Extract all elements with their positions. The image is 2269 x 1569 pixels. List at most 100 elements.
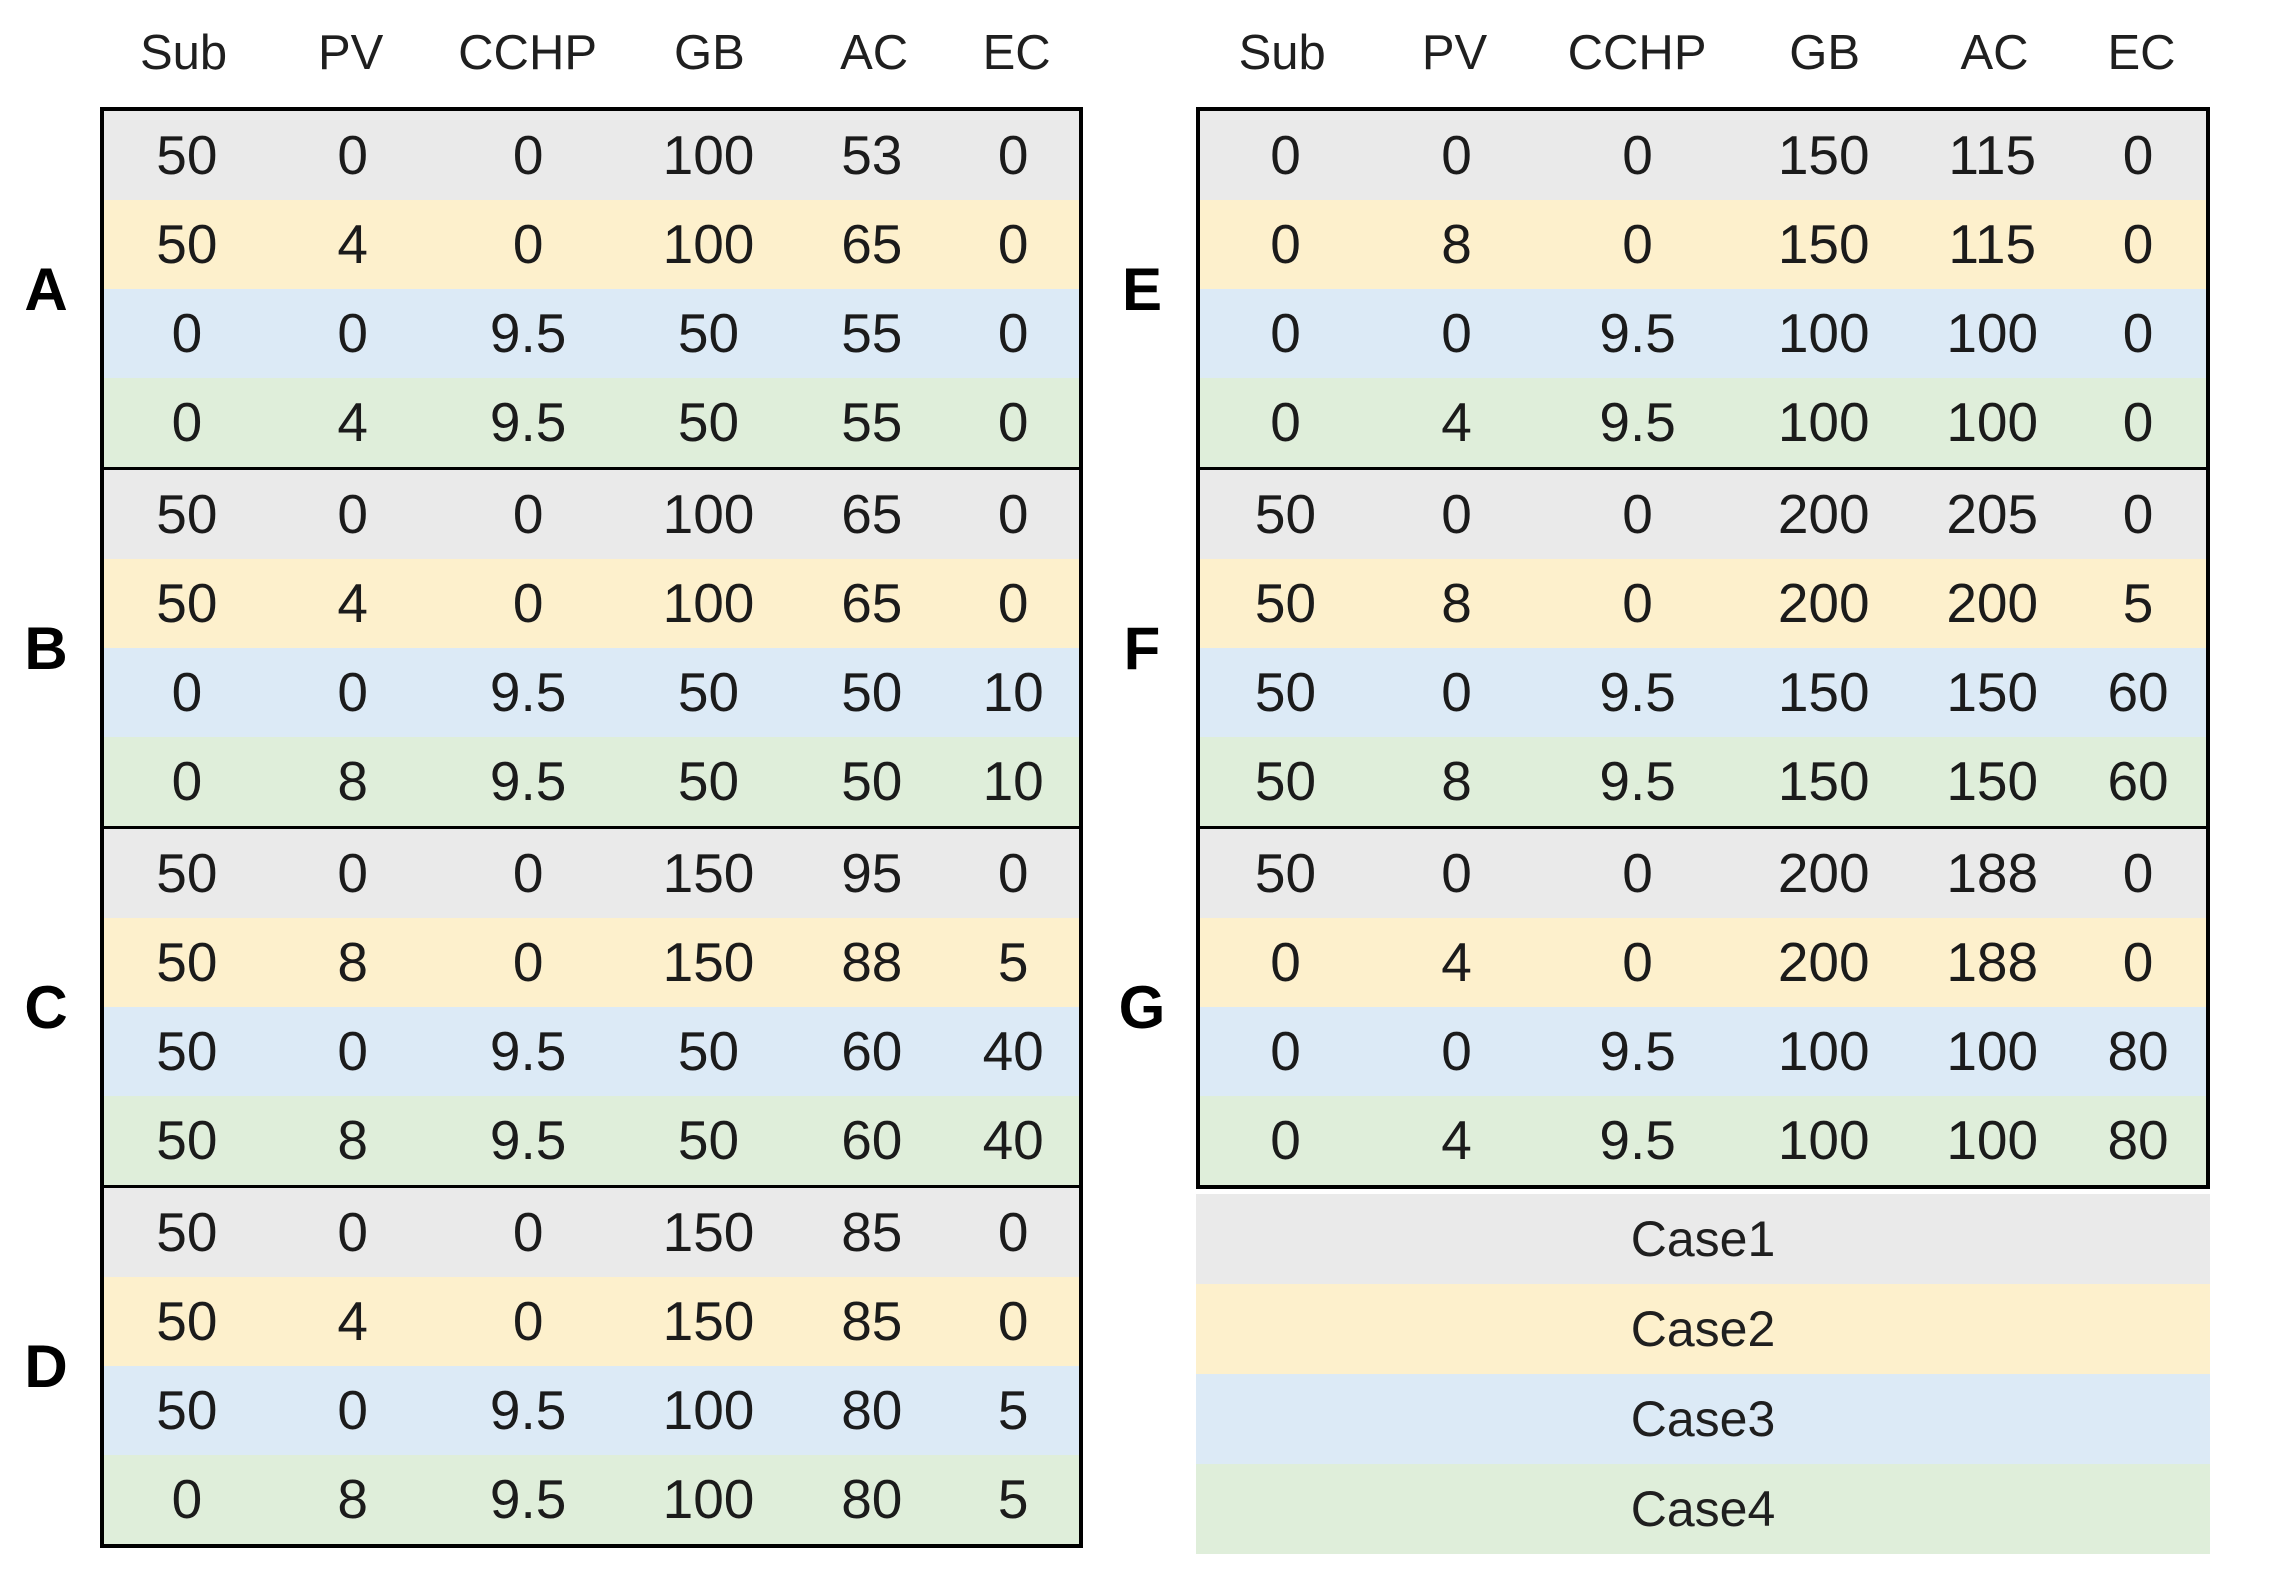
table-row: 0 4 9.5 100 100 0 xyxy=(1200,378,2206,467)
column-header: Sub xyxy=(1238,26,1326,80)
table-cell: 50 xyxy=(156,483,218,545)
column-header: GB xyxy=(1789,26,1861,80)
table-cell: 0 xyxy=(512,1201,544,1263)
table-cell: 200 xyxy=(1777,842,1870,904)
table-cell: 9.5 xyxy=(489,1468,567,1530)
case-group: A 50 0 0 100 53 0 50 4 0 100 65 0 0 0 9.5 50 55 0 0 4 9.5 50 55… xyxy=(24,111,1079,467)
table-row: 50 8 0 150 88 5 xyxy=(104,918,1079,1007)
table-cell: 0 xyxy=(2122,391,2154,453)
table-cell: 10 xyxy=(982,661,1044,723)
table-row: 50 0 0 150 95 0 xyxy=(104,829,1079,918)
table-cell: 0 xyxy=(1622,572,1653,634)
table-cell: 0 xyxy=(2122,842,2154,904)
table-cell: 0 xyxy=(1441,302,1472,364)
table-cell: 150 xyxy=(1946,750,2039,812)
legend: Case1 Case2 Case3 Case4 xyxy=(1196,1194,2210,1554)
table-cell: 0 xyxy=(997,302,1029,364)
right-panel: Sub PV CCHP GB AC EC E 0 0 0 150 115 0 0 8 0 150 115 0 0 0 9… xyxy=(1119,0,2210,1554)
table-cell: 0 xyxy=(171,750,203,812)
table-cell: 200 xyxy=(1777,483,1870,545)
table-cell: 100 xyxy=(1946,391,2039,453)
case-group: B 50 0 0 100 65 0 50 4 0 100 65 0 0 0 9.5 50 50 10 0 8 9.5 50 5… xyxy=(24,467,1079,826)
group-label: A xyxy=(24,255,68,323)
table-cell: 4 xyxy=(337,572,368,634)
table-cell: 9.5 xyxy=(489,661,567,723)
legend-item: Case1 xyxy=(1196,1194,2210,1284)
table-cell: 65 xyxy=(841,213,903,275)
table-cell: 150 xyxy=(1777,661,1870,723)
table-cell: 9.5 xyxy=(1599,750,1676,812)
table-cell: 150 xyxy=(1777,750,1870,812)
table-cell: 50 xyxy=(677,1109,740,1171)
table-cell: 100 xyxy=(1946,302,2039,364)
table-cell: 150 xyxy=(1946,661,2039,723)
table-cell: 80 xyxy=(2107,1020,2169,1082)
table-cell: 0 xyxy=(171,661,203,723)
table-cell: 0 xyxy=(1270,1109,1301,1171)
table-cell: 95 xyxy=(841,842,903,904)
table-cell: 0 xyxy=(337,1020,368,1082)
table-cell: 80 xyxy=(841,1379,903,1441)
table-cell: 5 xyxy=(2122,572,2154,634)
table-cell: 8 xyxy=(1441,213,1472,275)
column-header: PV xyxy=(317,26,384,80)
table-cell: 200 xyxy=(1777,572,1870,634)
table-cell: 8 xyxy=(1441,572,1472,634)
table-cell: 0 xyxy=(997,1290,1029,1352)
table-cell: 53 xyxy=(841,124,903,186)
table-row: 0 4 9.5 50 55 0 xyxy=(104,378,1079,467)
table-cell: 0 xyxy=(512,483,544,545)
table-cell: 0 xyxy=(2122,213,2154,275)
table-row: 50 0 9.5 150 150 60 xyxy=(1200,648,2206,737)
table-cell: 0 xyxy=(997,391,1029,453)
table-cell: 85 xyxy=(841,1290,903,1352)
table-cell: 50 xyxy=(156,213,218,275)
table-cell: 150 xyxy=(662,931,755,993)
table-row: 50 0 0 200 205 0 xyxy=(1200,470,2206,559)
table-cell: 100 xyxy=(1777,302,1870,364)
left-table: A 50 0 0 100 53 0 50 4 0 100 65 0 0 0 9.5 50 55 0 0 4 9.5 50 55… xyxy=(24,107,1083,1548)
table-cell: 0 xyxy=(1622,124,1653,186)
table-cell: 0 xyxy=(2122,124,2154,186)
legend-item-label: Case3 xyxy=(1630,1391,1776,1447)
table-cell: 150 xyxy=(662,1290,755,1352)
table-cell: 200 xyxy=(1777,931,1870,993)
table-cell: 0 xyxy=(1441,483,1472,545)
table-cell: 50 xyxy=(156,1020,218,1082)
table-cell: 60 xyxy=(841,1020,903,1082)
table-row: 50 8 0 200 200 5 xyxy=(1200,559,2206,648)
table-cell: 0 xyxy=(337,124,368,186)
table-cell: 50 xyxy=(677,750,740,812)
table-cell: 50 xyxy=(1254,661,1317,723)
table-cell: 0 xyxy=(1270,213,1301,275)
table-cell: 0 xyxy=(512,213,544,275)
table-cell: 0 xyxy=(171,1468,203,1530)
table-cell: 9.5 xyxy=(489,1379,567,1441)
table-cell: 60 xyxy=(841,1109,903,1171)
table-cell: 0 xyxy=(1622,213,1653,275)
table-cell: 0 xyxy=(1270,124,1301,186)
table-cell: 8 xyxy=(337,1468,368,1530)
table-cell: 0 xyxy=(1622,483,1653,545)
table-cell: 9.5 xyxy=(1599,302,1676,364)
table-row: 50 4 0 100 65 0 xyxy=(104,559,1079,648)
table-cell: 4 xyxy=(337,391,368,453)
column-header-row-right: Sub PV CCHP GB AC EC xyxy=(1196,0,2210,107)
table-cell: 0 xyxy=(997,483,1029,545)
table-cell: 100 xyxy=(662,124,755,186)
table-cell: 0 xyxy=(1270,391,1301,453)
table-cell: 9.5 xyxy=(489,750,567,812)
table-cell: 50 xyxy=(156,1109,218,1171)
table-cell: 100 xyxy=(1946,1020,2039,1082)
table-row: 50 0 9.5 100 80 5 xyxy=(104,1366,1079,1455)
table-cell: 0 xyxy=(512,124,544,186)
table-cell: 8 xyxy=(337,931,368,993)
group-label: D xyxy=(24,1332,68,1400)
table-cell: 50 xyxy=(677,661,740,723)
table-cell: 4 xyxy=(1441,1109,1472,1171)
table-cell: 0 xyxy=(512,842,544,904)
table-row: 50 0 9.5 50 60 40 xyxy=(104,1007,1079,1096)
table-cell: 9.5 xyxy=(1599,391,1676,453)
table-cell: 88 xyxy=(841,931,903,993)
